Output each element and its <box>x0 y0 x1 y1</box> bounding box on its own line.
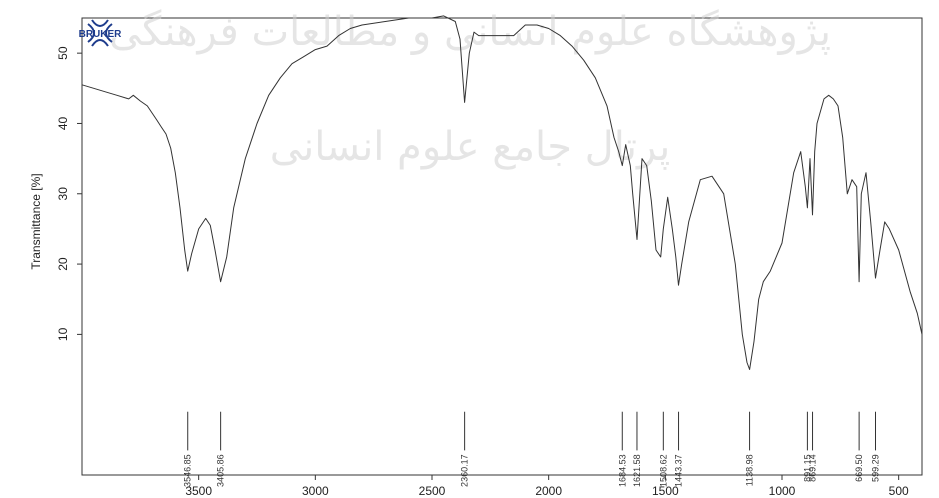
peak-label: 599.29 <box>870 454 880 482</box>
peak-label: 1443.37 <box>674 454 684 487</box>
peak-labels: 3546.85 3405.86 2360.17 1684.53 1621.58 1508.… <box>183 411 880 487</box>
x-tick-label: 3500 <box>185 484 212 498</box>
x-axis: 3500 3000 2500 2000 1500 1000 500 <box>185 475 909 498</box>
y-axis-title: Transmittance [%] <box>29 173 43 269</box>
peak-label: 3405.86 <box>216 454 226 487</box>
x-tick-label: 2500 <box>419 484 446 498</box>
y-tick-label: 30 <box>56 187 70 201</box>
transmittance-line <box>81 15 923 370</box>
watermark-line-1: پژوهشگاه علوم انسانی و مطالعات فرهنگی <box>109 9 831 55</box>
peak-label: 1138.98 <box>745 454 755 486</box>
x-tick-label: 2000 <box>535 484 562 498</box>
y-tick-label: 40 <box>56 116 70 130</box>
x-tick-label: 500 <box>889 484 909 498</box>
peak-label: 869.14 <box>808 454 818 482</box>
bruker-logo-text: BRUKER <box>79 29 123 40</box>
peak-label: 891.15 <box>802 454 812 482</box>
plot-frame <box>81 17 923 476</box>
watermark: پژوهشگاه علوم انسانی و مطالعات فرهنگی پر… <box>109 9 831 170</box>
bruker-logo-mark <box>87 19 113 47</box>
y-axis: 10 20 30 40 50 <box>56 46 82 341</box>
x-tick-label: 1000 <box>769 484 796 498</box>
peak-label: 1621.58 <box>632 454 642 487</box>
watermark-line-2: پرتال جامع علوم انسانی <box>270 124 671 170</box>
x-tick-label: 1500 <box>652 484 679 498</box>
bruker-logo: BRUKER <box>79 19 123 47</box>
peak-label: 669.50 <box>854 454 864 482</box>
y-tick-label: 10 <box>56 327 70 341</box>
peak-label: 1684.53 <box>617 454 627 487</box>
series-group <box>81 15 923 370</box>
peak-label: 3546.85 <box>183 454 193 487</box>
peak-label: 2360.17 <box>460 454 470 487</box>
y-tick-label: 50 <box>56 46 70 60</box>
y-tick-label: 20 <box>56 257 70 271</box>
peak-label: 1508.62 <box>658 454 668 487</box>
x-tick-label: 3000 <box>302 484 329 498</box>
